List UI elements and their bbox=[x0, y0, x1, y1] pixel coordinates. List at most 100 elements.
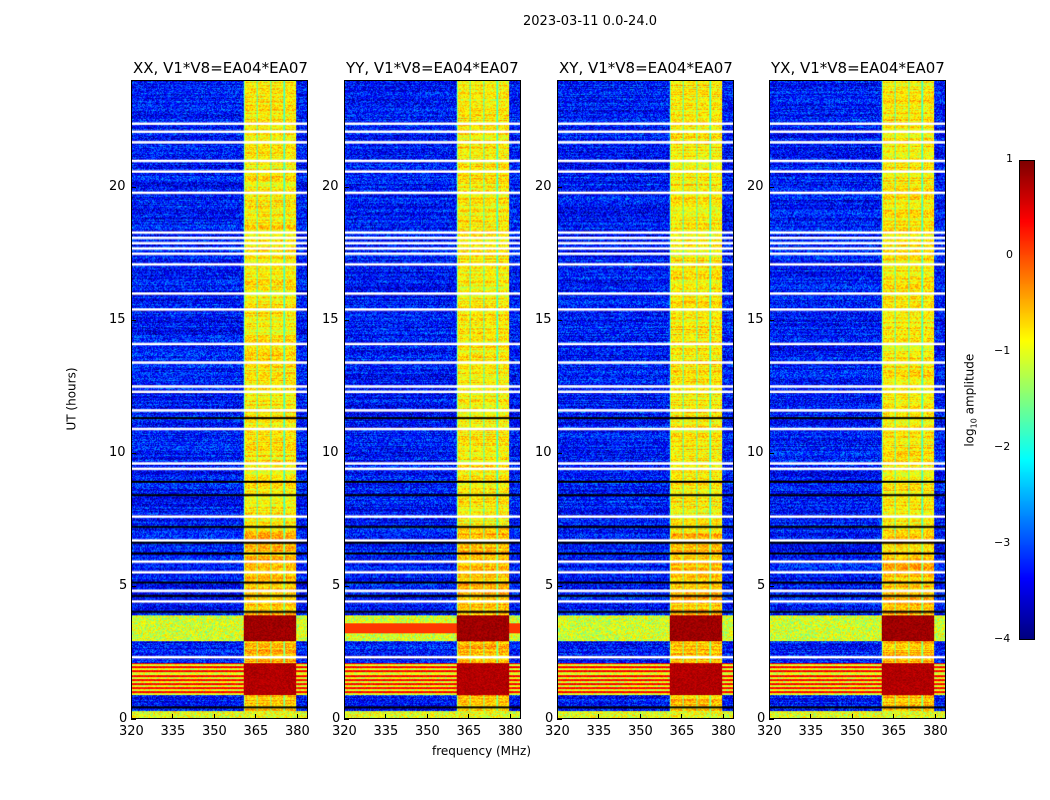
colorbar-tick-label: 0 bbox=[1006, 248, 1013, 261]
y-tick-mark bbox=[344, 719, 349, 720]
y-tick-mark bbox=[769, 719, 774, 720]
y-tick-mark bbox=[131, 719, 136, 720]
x-tick-label: 320 bbox=[119, 724, 144, 739]
x-tick-label: 320 bbox=[757, 724, 782, 739]
y-tick-label: 15 bbox=[535, 311, 552, 327]
y-tick-label: 10 bbox=[747, 444, 764, 460]
y-tick-mark bbox=[557, 452, 562, 454]
panel-title: XX, V1*V8=EA04*EA07 bbox=[133, 59, 308, 77]
figure-title: 2023-03-11 0.0-24.0 bbox=[523, 14, 657, 29]
x-tick-label: 320 bbox=[332, 724, 357, 739]
y-tick-label: 0 bbox=[545, 711, 554, 726]
x-tick-mark bbox=[851, 714, 853, 719]
y-tick-mark bbox=[344, 319, 349, 321]
y-tick-mark bbox=[131, 452, 136, 454]
x-tick-mark bbox=[722, 714, 724, 719]
x-tick-label: 335 bbox=[586, 724, 612, 739]
x-tick-label: 350 bbox=[201, 724, 227, 739]
x-tick-mark bbox=[509, 714, 511, 719]
y-tick-label: 20 bbox=[109, 178, 126, 194]
x-tick-mark bbox=[557, 714, 558, 719]
x-tick-label: 335 bbox=[373, 724, 399, 739]
colorbar-label: log10 amplitude bbox=[962, 354, 978, 447]
x-tick-mark bbox=[468, 714, 470, 719]
y-axis-label: UT (hours) bbox=[64, 367, 79, 431]
x-tick-mark bbox=[810, 714, 812, 719]
x-tick-label: 365 bbox=[456, 724, 482, 739]
y-tick-mark bbox=[344, 452, 349, 454]
x-tick-label: 350 bbox=[627, 724, 653, 739]
colorbar-tick-label: −1 bbox=[994, 344, 1011, 357]
x-tick-mark bbox=[426, 714, 428, 719]
x-tick-mark bbox=[131, 714, 132, 719]
x-axis-label: frequency (MHz) bbox=[432, 744, 532, 758]
y-tick-label: 5 bbox=[332, 577, 341, 593]
waterfall-image bbox=[770, 81, 945, 718]
waterfall-panel-3 bbox=[557, 80, 734, 719]
y-tick-label: 15 bbox=[322, 311, 339, 327]
waterfall-panel-4 bbox=[769, 80, 946, 719]
y-tick-mark bbox=[131, 186, 136, 188]
colorbar bbox=[1019, 160, 1035, 640]
y-tick-mark bbox=[557, 719, 562, 720]
y-tick-mark bbox=[769, 319, 774, 321]
x-tick-label: 380 bbox=[710, 724, 736, 739]
x-tick-mark bbox=[255, 714, 257, 719]
y-tick-mark bbox=[769, 186, 774, 188]
waterfall-panel-1 bbox=[131, 80, 308, 719]
y-tick-label: 20 bbox=[322, 178, 339, 194]
colorbar-tick-label: 1 bbox=[1006, 152, 1013, 165]
y-tick-mark bbox=[131, 585, 136, 587]
x-tick-label: 320 bbox=[545, 724, 570, 739]
colorbar-tick-label: −4 bbox=[994, 632, 1011, 645]
x-tick-mark bbox=[344, 714, 345, 719]
y-tick-label: 20 bbox=[535, 178, 552, 194]
x-tick-label: 350 bbox=[414, 724, 440, 739]
y-tick-mark bbox=[344, 585, 349, 587]
colorbar-label-rest: amplitude bbox=[962, 353, 977, 419]
y-tick-mark bbox=[344, 186, 349, 188]
y-tick-label: 0 bbox=[332, 711, 341, 726]
colorbar-tick-label: −2 bbox=[994, 440, 1011, 453]
colorbar-label-log: log bbox=[962, 428, 977, 447]
y-tick-mark bbox=[131, 319, 136, 321]
x-tick-label: 380 bbox=[284, 724, 310, 739]
waterfall-image bbox=[558, 81, 733, 718]
y-tick-label: 10 bbox=[109, 444, 126, 460]
x-tick-label: 335 bbox=[798, 724, 824, 739]
y-tick-mark bbox=[557, 585, 562, 587]
y-tick-mark bbox=[557, 319, 562, 321]
x-tick-mark bbox=[296, 714, 298, 719]
x-tick-label: 365 bbox=[669, 724, 695, 739]
x-tick-mark bbox=[934, 714, 936, 719]
x-tick-mark bbox=[639, 714, 641, 719]
waterfall-panel-2 bbox=[344, 80, 521, 719]
waterfall-image bbox=[345, 81, 520, 718]
x-tick-mark bbox=[893, 714, 895, 719]
panel-title: YX, V1*V8=EA04*EA07 bbox=[771, 59, 945, 77]
x-tick-mark bbox=[213, 714, 215, 719]
x-tick-mark bbox=[681, 714, 683, 719]
y-tick-label: 15 bbox=[747, 311, 764, 327]
panel-title: XY, V1*V8=EA04*EA07 bbox=[559, 59, 733, 77]
y-tick-mark bbox=[557, 186, 562, 188]
y-tick-label: 20 bbox=[747, 178, 764, 194]
y-tick-label: 5 bbox=[119, 577, 128, 593]
colorbar-tick-label: −3 bbox=[994, 536, 1011, 549]
panel-title: YY, V1*V8=EA04*EA07 bbox=[346, 59, 519, 77]
y-tick-mark bbox=[769, 452, 774, 454]
y-tick-label: 5 bbox=[545, 577, 554, 593]
y-tick-label: 15 bbox=[109, 311, 126, 327]
y-tick-label: 0 bbox=[757, 711, 766, 726]
x-tick-label: 380 bbox=[922, 724, 948, 739]
y-tick-mark bbox=[769, 585, 774, 587]
y-tick-label: 10 bbox=[535, 444, 552, 460]
x-tick-label: 335 bbox=[160, 724, 186, 739]
waterfall-image bbox=[132, 81, 307, 718]
x-tick-label: 365 bbox=[881, 724, 907, 739]
y-tick-label: 10 bbox=[322, 444, 339, 460]
x-tick-label: 380 bbox=[497, 724, 523, 739]
x-tick-mark bbox=[769, 714, 770, 719]
x-tick-label: 365 bbox=[243, 724, 269, 739]
x-tick-label: 350 bbox=[839, 724, 865, 739]
